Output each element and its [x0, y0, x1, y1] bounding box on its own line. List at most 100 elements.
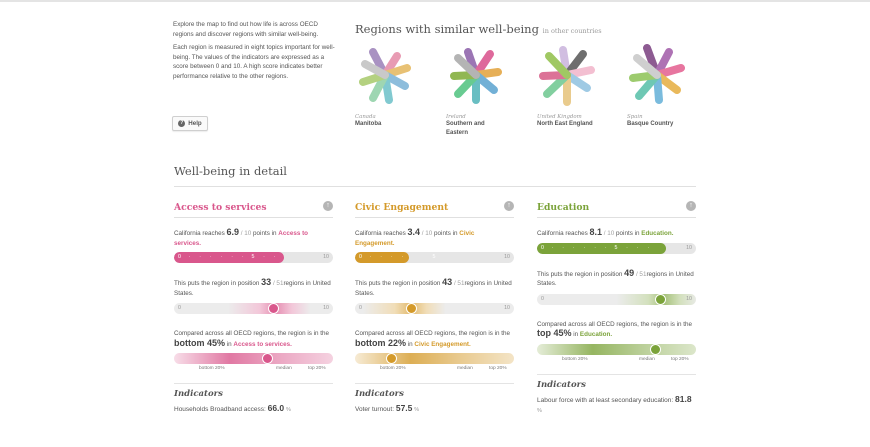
position-suffix: regions in United States.: [174, 280, 331, 297]
points-in-text: points in: [434, 230, 458, 237]
score-bar: 0 5 10 · · · · · · · · ·: [537, 242, 696, 254]
arrow-up-icon[interactable]: ↑: [686, 201, 696, 211]
help-button[interactable]: ? Help: [172, 116, 208, 131]
topic-title: Education: [537, 202, 590, 213]
score-bar: 0 5 10 · · · ·: [355, 252, 514, 263]
indicator-row: Labour force with at least secondary edu…: [537, 394, 696, 416]
indicator-row: Households Broadband access: 66.0 %: [174, 403, 333, 415]
region-name: North East England: [537, 121, 593, 127]
score-statement: California reaches 3.4 / 10 points in Ci…: [355, 227, 514, 248]
help-label: Help: [188, 120, 202, 127]
position-prefix: This puts the region in position: [537, 270, 623, 278]
region-country: United Kingdom: [537, 114, 582, 120]
similar-region-southern-eastern[interactable]: Ireland Southern and Eastern: [446, 44, 526, 137]
scale-max-label: 10: [504, 254, 510, 260]
wellbeing-flower-icon: [359, 48, 411, 104]
wellbeing-flower-icon: [629, 44, 685, 104]
comparison-statement: Compared across all OECD regions, the re…: [355, 329, 514, 349]
score-value: 6.9: [226, 227, 240, 237]
position-bar-min: 0: [541, 295, 544, 302]
distribution-marker[interactable]: [262, 353, 274, 364]
region-name: Southern and Eastern: [446, 121, 485, 136]
comparison-group: bottom 45%: [174, 337, 226, 348]
oecd-distribution-bar: [174, 353, 333, 364]
position-suffix: regions in United States.: [537, 270, 694, 288]
position-bar-max: 10: [686, 295, 692, 302]
position-bar-max: 10: [504, 305, 510, 311]
indicator-row: Voter turnout: 57.5 %: [355, 403, 514, 415]
wellbeing-detail-title: Well-being in detail: [174, 164, 287, 178]
score-bar: 0 5 10 · · · · · · · ·: [174, 252, 333, 263]
comparison-statement: Compared across all OECD regions, the re…: [174, 329, 333, 349]
indicators-heading: Indicators: [537, 379, 586, 390]
oecd-distribution-bar: [537, 343, 696, 355]
scale-max-label: 10: [686, 244, 692, 251]
region-country: Ireland: [446, 114, 466, 120]
position-bar: 0 10: [174, 303, 333, 314]
indicator-label: Voter turnout:: [355, 406, 395, 413]
bottom-20-label: bottom 20%: [380, 366, 406, 371]
bottom-20-label: bottom 20%: [562, 356, 588, 362]
topic-header: Access to services ↑: [174, 200, 333, 218]
region-country: Canada: [355, 114, 376, 120]
position-total: / 51: [453, 280, 465, 287]
intro-text: Explore the map to find out how life is …: [173, 20, 335, 86]
top-20-label: top 20%: [671, 356, 689, 362]
median-label: median: [276, 366, 292, 371]
position-marker[interactable]: [654, 293, 666, 305]
indicators-heading: Indicators: [355, 389, 404, 399]
score-suffix: / 10: [603, 230, 615, 237]
comparison-text: Compared across all OECD regions, the re…: [537, 320, 693, 328]
score-suffix: / 10: [421, 230, 433, 237]
position-total: / 51: [635, 270, 647, 278]
similar-region-north-east-england[interactable]: United Kingdom North East England: [537, 44, 617, 129]
topic-header: Civic Engagement ↑: [355, 200, 514, 218]
topic-column-civic-engagement: Civic Engagement ↑ California reaches 3.…: [355, 200, 514, 447]
position-marker[interactable]: [406, 303, 418, 314]
scale-min-label: 0: [359, 254, 362, 260]
distribution-marker[interactable]: [650, 343, 662, 355]
score-prefix: California reaches: [355, 230, 406, 237]
position-prefix: This puts the region in position: [174, 280, 260, 287]
position-suffix: regions in United States.: [355, 280, 512, 297]
top-border: [0, 0, 870, 2]
score-statement: California reaches 8.1 / 10 points in Ed…: [537, 227, 696, 239]
similar-title-text: Regions with similar well-being: [355, 22, 539, 36]
similar-region-manitoba[interactable]: Canada Manitoba: [355, 44, 435, 129]
score-prefix: California reaches: [174, 230, 225, 237]
divider: [174, 383, 333, 384]
bottom-20-label: bottom 20%: [199, 366, 225, 371]
distribution-labels: bottom 20% median top 20%: [537, 355, 696, 364]
distribution-marker[interactable]: [385, 353, 397, 364]
indicator-unit: %: [537, 407, 542, 414]
topic-title: Access to services: [174, 202, 267, 213]
question-icon: ?: [178, 120, 186, 127]
indicator-label: Households Broadband access:: [174, 406, 266, 413]
distribution-labels: bottom 20% median top 20%: [355, 364, 514, 373]
similar-region-basque-country[interactable]: Spain Basque Country: [627, 44, 707, 129]
wellbeing-flower-icon: [450, 48, 502, 104]
topic-name: Civic Engagement.: [355, 230, 475, 247]
position-marker[interactable]: [268, 303, 280, 314]
indicators-heading: Indicators: [174, 389, 223, 399]
scale-min-label: 0: [178, 254, 181, 260]
wellbeing-flower-icon: [539, 46, 595, 106]
arrow-up-icon[interactable]: ↑: [504, 201, 514, 211]
comparison-in: in: [226, 340, 232, 348]
comparison-group: bottom 22%: [355, 337, 407, 348]
scale-min-label: 0: [541, 244, 544, 251]
score-prefix: California reaches: [537, 230, 588, 237]
position-total: / 51: [272, 280, 284, 287]
position-bar: 0 10: [537, 293, 696, 305]
intro-paragraph-2: Each region is measured in eight topics …: [173, 44, 335, 80]
region-name: Manitoba: [355, 121, 382, 127]
indicator-unit: %: [414, 407, 420, 413]
score-statement: California reaches 6.9 / 10 points in Ac…: [174, 227, 333, 248]
distribution-labels: bottom 20% median top 20%: [174, 364, 333, 373]
position-value: 43: [442, 277, 453, 287]
comparison-in: in: [573, 331, 579, 338]
median-label: median: [639, 356, 655, 362]
similar-regions-title: Regions with similar well-being in other…: [355, 22, 602, 36]
position-statement: This puts the region in position 49 / 51…: [537, 268, 696, 289]
arrow-up-icon[interactable]: ↑: [323, 201, 333, 211]
